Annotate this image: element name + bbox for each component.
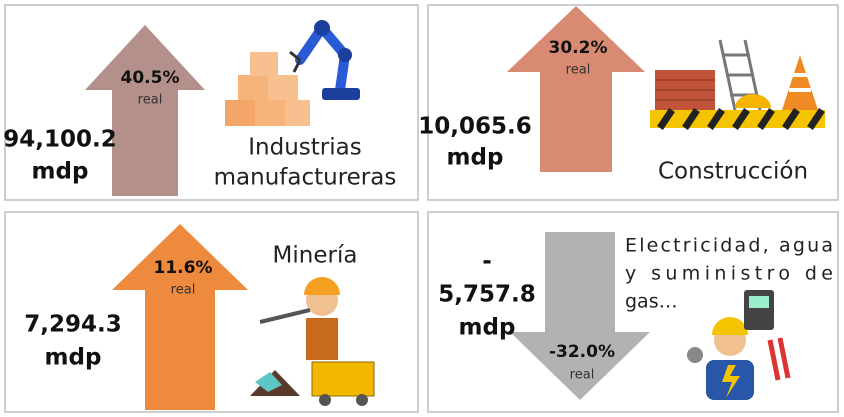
up-arrow — [85, 25, 205, 196]
construction-illustration — [650, 39, 825, 130]
unit: mdp — [45, 345, 102, 371]
amount: 94,100.2 — [3, 127, 117, 153]
sector-name: Industrias — [248, 135, 361, 161]
change: 11.6% — [154, 258, 213, 278]
amount: 5,757.8 — [438, 282, 536, 308]
unit: mdp — [447, 145, 504, 171]
change-note: real — [570, 368, 595, 383]
change: -32.0% — [549, 342, 615, 362]
panel — [4, 4, 419, 201]
amount: 7,294.3 — [24, 312, 122, 338]
sector-name: Construcción — [658, 159, 808, 185]
panel — [427, 4, 839, 201]
change-note: real — [138, 93, 163, 108]
unit: mdp — [32, 159, 89, 185]
amount: - — [482, 249, 492, 275]
sector-name: Minería — [273, 243, 358, 269]
electricity-illustration — [687, 290, 791, 400]
change-note: real — [171, 283, 196, 298]
amount: 10,065.6 — [418, 114, 532, 140]
industry-illustration — [225, 19, 360, 126]
sector-name: manufactureras — [214, 165, 397, 191]
change: 40.5% — [121, 68, 180, 88]
down-arrow — [510, 232, 650, 400]
mining-illustration — [250, 277, 375, 406]
sector-name: Electricidad, agua — [625, 235, 833, 257]
change-note: real — [566, 63, 591, 78]
up-arrow — [112, 224, 248, 410]
unit: mdp — [459, 315, 516, 341]
change: 30.2% — [549, 38, 608, 58]
up-arrow — [507, 6, 645, 172]
sector-name: gas… — [625, 291, 678, 313]
